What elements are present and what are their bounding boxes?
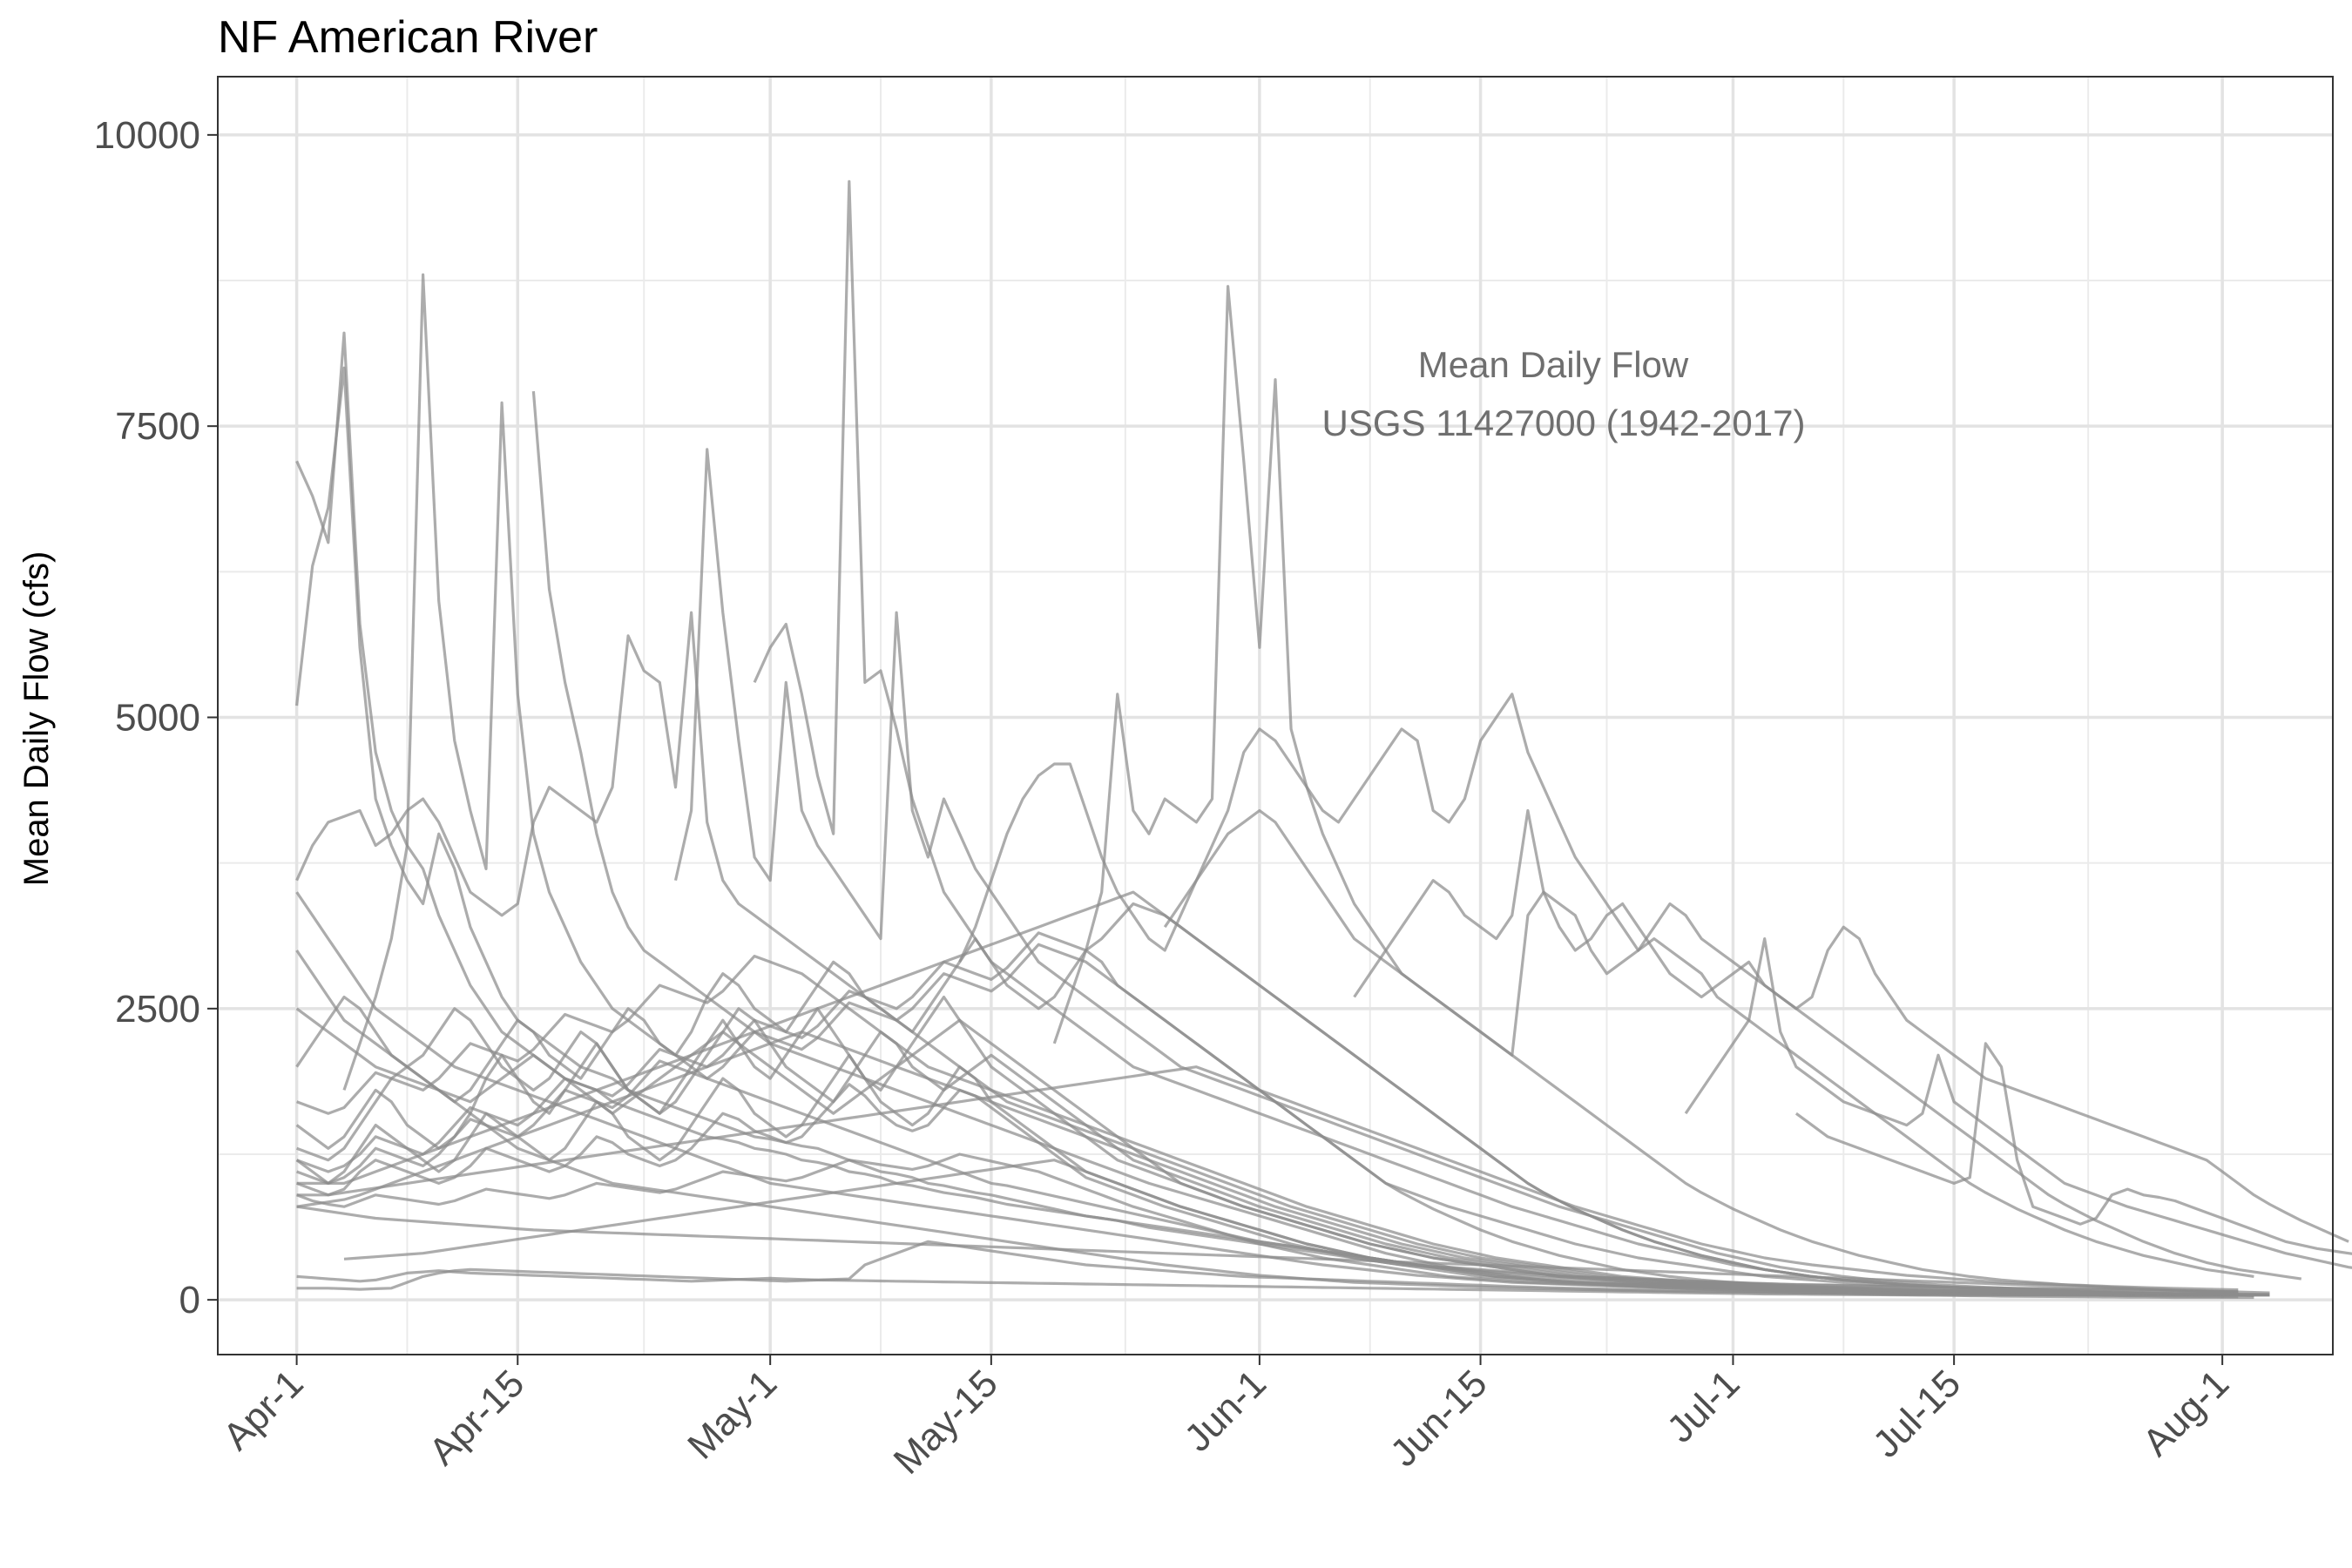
y-tick-label: 5000 <box>115 697 200 740</box>
x-tick-label: May-1 <box>679 1362 785 1467</box>
x-tick-label: Apr-1 <box>215 1362 312 1458</box>
x-tick-label: Apr-15 <box>421 1362 532 1473</box>
annotation-line-2: USGS 11427000 (1942-2017) <box>1322 402 1806 443</box>
plot-border <box>217 76 2334 1355</box>
series-line-31 <box>296 1030 2239 1296</box>
x-tick-label: May-15 <box>886 1362 1006 1482</box>
series-line-6 <box>673 448 2223 1296</box>
series-line-13 <box>295 891 2270 1297</box>
y-tick-label: 10000 <box>94 114 200 157</box>
series-line-9 <box>1163 808 2254 1278</box>
x-tick-label: Jul-1 <box>1659 1362 1747 1450</box>
gridlines <box>218 77 2333 1355</box>
series-line-10 <box>1353 808 2349 1243</box>
chart-title: NF American River <box>218 12 598 63</box>
y-tick-label: 7500 <box>115 405 200 448</box>
series-line-8 <box>958 693 2302 1281</box>
x-tick-label: Aug-1 <box>2135 1362 2238 1464</box>
series-line-21 <box>296 1269 2239 1297</box>
y-axis-label: Mean Daily Flow (cfs) <box>17 551 56 887</box>
series-lines <box>295 179 2352 1300</box>
series-line-12 <box>1794 1042 2352 1255</box>
series-line-20 <box>296 1205 2239 1294</box>
x-tick-label: Jul-15 <box>1865 1362 1969 1465</box>
series-line-30 <box>296 1065 2239 1292</box>
series-line-22 <box>296 1240 2239 1297</box>
series-line-28 <box>296 902 2223 1297</box>
y-tick-label: 2500 <box>115 988 200 1031</box>
annotation-line-1: Mean Daily Flow <box>1418 344 1689 385</box>
series-line-11 <box>1684 936 2352 1269</box>
x-tick-label: Jun-1 <box>1176 1362 1274 1459</box>
y-tick-label: 0 <box>179 1279 200 1321</box>
x-tick-label: Jun-15 <box>1382 1362 1496 1475</box>
